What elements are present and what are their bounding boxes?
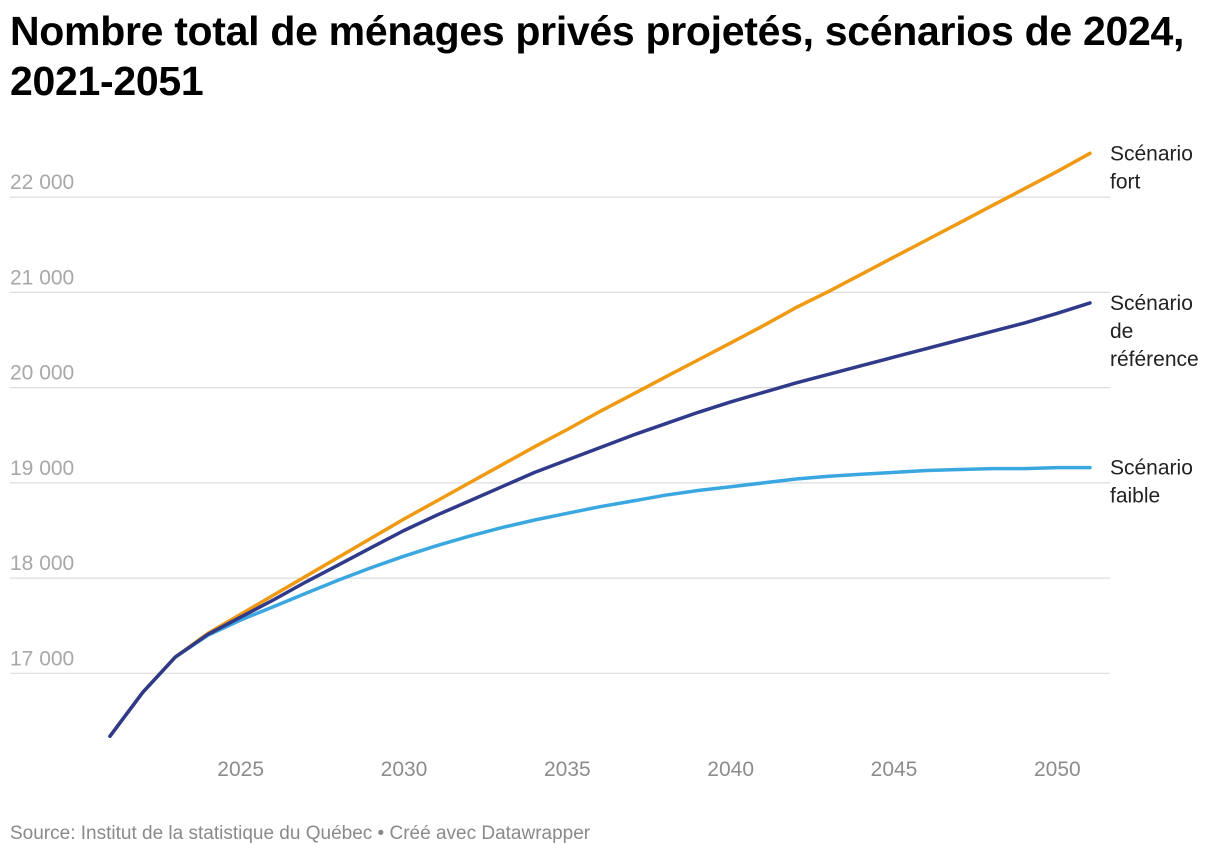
x-tick-label: 2025 bbox=[217, 758, 264, 781]
x-axis-ticks: 2025 2030 2035 2040 2045 2050 bbox=[217, 758, 1080, 781]
y-tick-label: 18 000 bbox=[10, 552, 74, 575]
series-label: fort bbox=[1110, 170, 1141, 193]
x-tick-label: 2030 bbox=[381, 758, 428, 781]
y-axis-ticks: 17 000 18 000 19 000 20 000 21 000 22 000 bbox=[10, 171, 74, 670]
series-label: référence bbox=[1110, 348, 1199, 371]
x-tick-label: 2040 bbox=[707, 758, 754, 781]
series-label: faible bbox=[1110, 485, 1160, 508]
chart-title: Nombre total de ménages privés projetés,… bbox=[10, 8, 1185, 104]
y-tick-label: 17 000 bbox=[10, 647, 74, 670]
x-tick-label: 2045 bbox=[871, 758, 918, 781]
series-line bbox=[108, 151, 1092, 738]
gridlines bbox=[10, 196, 1110, 674]
series-line bbox=[108, 301, 1092, 738]
source-note: Source: Institut de la statistique du Qu… bbox=[10, 823, 591, 844]
y-tick-label: 19 000 bbox=[10, 457, 74, 480]
series-labels: Scénario fort Scénario de référence Scénario f… bbox=[1110, 142, 1199, 507]
y-tick-label: 22 000 bbox=[10, 171, 74, 194]
x-tick-label: 2050 bbox=[1034, 758, 1081, 781]
series-line bbox=[108, 465, 1092, 738]
series-label: Scénario bbox=[1110, 142, 1193, 165]
series-label: Scénario bbox=[1110, 292, 1193, 315]
y-tick-label: 20 000 bbox=[10, 362, 74, 385]
series-lines bbox=[108, 151, 1092, 738]
series-label: de bbox=[1110, 320, 1133, 343]
series-label: Scénario bbox=[1110, 457, 1193, 480]
x-tick-label: 2035 bbox=[544, 758, 591, 781]
y-tick-label: 21 000 bbox=[10, 266, 74, 289]
